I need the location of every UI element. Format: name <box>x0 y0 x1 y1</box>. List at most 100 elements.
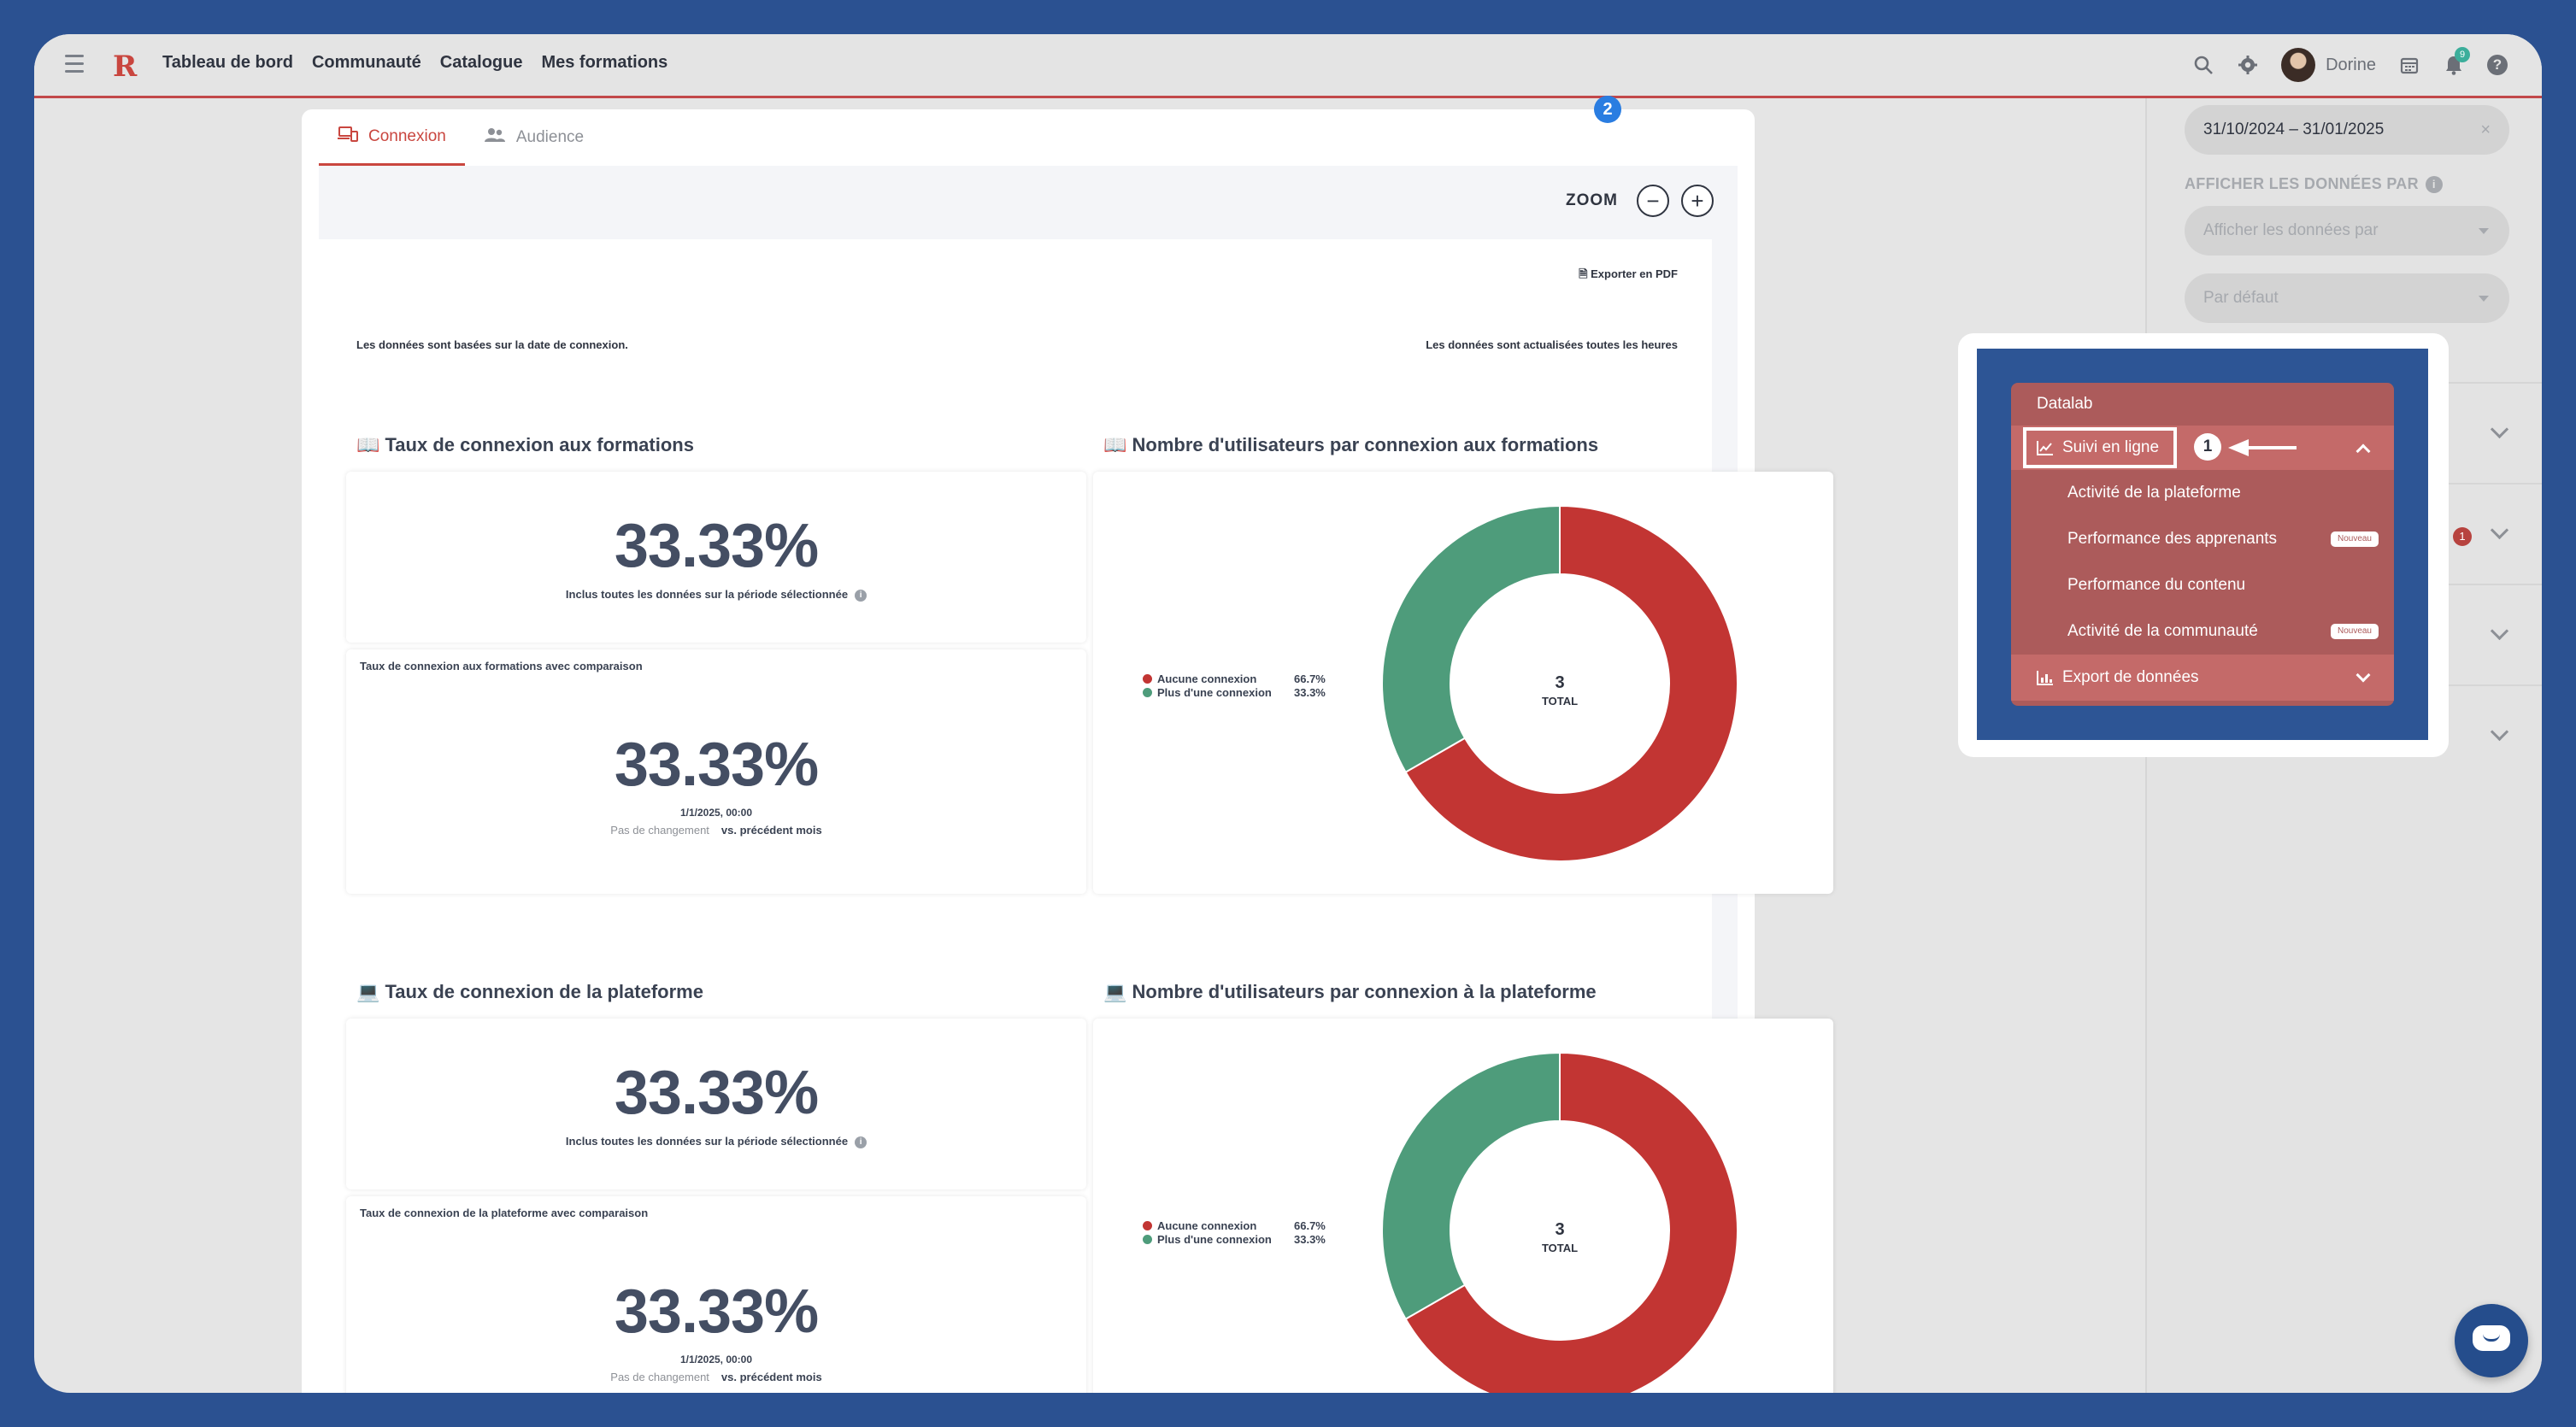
chevron-down-icon[interactable] <box>2355 667 2371 683</box>
caret-down-icon <box>2479 296 2489 302</box>
chart-legend: Aucune connexion 66.7% Plus d'une connexi… <box>1143 1219 1326 1246</box>
legend-value: 33.3% <box>1294 1232 1326 1246</box>
comparison-value: 33.33% <box>614 1277 819 1346</box>
app-window: R Tableau de bord Communauté Catalogue M… <box>34 34 2542 1393</box>
info-icon[interactable]: i <box>2425 176 2443 193</box>
date-range-field[interactable]: 31/10/2024 – 31/01/2025 × <box>2185 105 2509 155</box>
nav-link-dashboard[interactable]: Tableau de bord <box>162 53 293 72</box>
avatar[interactable] <box>2281 48 2316 82</box>
menu-item-label: Activité de la plateforme <box>2067 484 2241 502</box>
kpi-caption-text: Inclus toutes les données sur la période… <box>565 1135 849 1148</box>
datalab-callout-frame: Datalab Suivi en ligne 1 Activité de la … <box>1977 349 2428 740</box>
legend-swatch <box>1143 673 1152 684</box>
bar-chart-icon <box>2037 671 2053 685</box>
legend-swatch <box>1143 687 1152 697</box>
report-tabs: Connexion Audience <box>319 109 1738 166</box>
caret-down-icon <box>2479 228 2489 234</box>
line-chart-icon <box>2037 441 2053 455</box>
comparison-date: 1/1/2025, 00:00 <box>679 1354 753 1365</box>
info-icon[interactable]: i <box>855 1136 867 1148</box>
highlight-box <box>2023 427 2177 468</box>
chevron-down-icon[interactable] <box>2490 520 2509 540</box>
nav-link-community[interactable]: Communauté <box>311 53 421 72</box>
nav-link-catalog[interactable]: Catalogue <box>439 53 523 72</box>
arrow-left-icon <box>2228 439 2249 456</box>
donut-slice-no-connection[interactable] <box>1404 1051 1738 1393</box>
nav-actions: Dorine 9 ? <box>2192 46 2508 84</box>
tab-audience[interactable]: Audience <box>465 109 603 166</box>
calendar-icon[interactable] <box>2398 54 2420 76</box>
comparison-line: Pas de changement vs. précédent mois <box>346 1371 1086 1383</box>
legend-swatch <box>1143 1234 1152 1244</box>
clear-date-icon[interactable]: × <box>2480 120 2491 139</box>
default-select[interactable]: Par défaut <box>2185 273 2509 323</box>
chevron-down-icon[interactable] <box>2490 621 2509 641</box>
legend-label: Aucune connexion <box>1157 672 1257 685</box>
comparison-title: Taux de connexion de la plateforme avec … <box>360 1207 649 1219</box>
tab-audience-label: Audience <box>515 128 585 146</box>
online-tracking-label: Suivi en ligne <box>2037 426 2159 470</box>
menu-icon[interactable] <box>65 55 84 78</box>
chat-button[interactable] <box>2455 1304 2528 1377</box>
display-by-label: AFFICHER LES DONNÉES PAR i <box>2185 175 2443 193</box>
legend-value: 66.7% <box>1294 1219 1326 1232</box>
legend-item[interactable]: Plus d'une connexion 33.3% <box>1143 685 1326 699</box>
data-basis-note: Les données sont basées sur la date de c… <box>356 338 628 351</box>
legend-item[interactable]: Plus d'une connexion 33.3% <box>1143 1232 1326 1246</box>
donut-total-value: 3 <box>1555 673 1565 692</box>
menu-item-platform-activity[interactable]: Activité de la plateforme <box>2011 470 2394 516</box>
bell-icon[interactable]: 9 <box>2443 47 2470 76</box>
app-logo[interactable]: R <box>113 50 138 84</box>
donut-slice-multiple-connections[interactable] <box>1381 504 1561 773</box>
help-icon[interactable]: ? <box>2487 55 2508 75</box>
donut-total: 3 TOTAL <box>1517 1220 1603 1254</box>
new-badge: Nouveau <box>2330 531 2379 547</box>
tab-connexion[interactable]: Connexion <box>319 109 465 166</box>
donut-slice-multiple-connections[interactable] <box>1381 1051 1561 1320</box>
gear-icon[interactable] <box>2237 54 2259 76</box>
menu-item-content-performance[interactable]: Performance du contenu <box>2011 562 2394 608</box>
user-name[interactable]: Dorine <box>2326 55 2376 74</box>
comparison-change: Pas de changement <box>610 1371 709 1383</box>
legend-value: 33.3% <box>1294 685 1326 699</box>
search-icon[interactable] <box>2192 54 2214 76</box>
chart-legend: Aucune connexion 66.7% Plus d'une connexi… <box>1143 672 1326 699</box>
display-by-select[interactable]: Afficher les données par <box>2185 206 2509 255</box>
tab-connexion-label: Connexion <box>368 126 446 145</box>
chevron-down-icon[interactable] <box>2490 722 2509 742</box>
display-by-placeholder: Afficher les données par <box>2203 221 2379 239</box>
menu-item-community-activity[interactable]: Activité de la communauté Nouveau <box>2011 608 2394 655</box>
chevron-up-icon[interactable] <box>2355 443 2371 459</box>
zoom-out-button[interactable]: − <box>1637 185 1669 217</box>
legend-item[interactable]: Aucune connexion 66.7% <box>1143 672 1326 685</box>
datalab-menu-header[interactable]: Datalab <box>2037 395 2093 413</box>
report-canvas[interactable]: ZOOM − + 🗎 Exporter en PDF Les données s… <box>319 166 1833 1393</box>
step-1-badge: 1 <box>2194 433 2221 461</box>
report-panel: Connexion Audience ZOOM − + 🗎 Exporter e… <box>302 109 1833 1393</box>
comparison-line: Pas de changement vs. précédent mois <box>346 824 1086 837</box>
nav-link-my-trainings[interactable]: Mes formations <box>541 53 668 72</box>
comparison-card-platform-rate: Taux de connexion de la plateforme avec … <box>346 1196 1086 1393</box>
menu-section-online-tracking[interactable]: Suivi en ligne 1 <box>2011 426 2394 470</box>
display-by-label-text: AFFICHER LES DONNÉES PAR <box>2185 175 2419 192</box>
report-document: 🗎 Exporter en PDF Les données sont basée… <box>319 239 1833 1393</box>
zoom-controls: ZOOM − + <box>1566 185 1714 217</box>
menu-item-learner-performance[interactable]: Performance des apprenants Nouveau <box>2011 516 2394 562</box>
legend-value: 66.7% <box>1294 672 1326 685</box>
info-icon[interactable]: i <box>855 590 867 602</box>
kpi-caption: Inclus toutes les données sur la période… <box>346 1135 1086 1148</box>
devices-icon <box>338 126 358 148</box>
legend-label: Plus d'une connexion <box>1157 685 1272 699</box>
donut-total-label: TOTAL <box>1541 1242 1579 1254</box>
donut-slice-no-connection[interactable] <box>1404 504 1738 862</box>
users-icon <box>484 126 506 149</box>
export-pdf-button[interactable]: 🗎 Exporter en PDF <box>1579 267 1678 285</box>
chat-icon <box>2473 1325 2510 1351</box>
legend-item[interactable]: Aucune connexion 66.7% <box>1143 1219 1326 1232</box>
chevron-down-icon[interactable] <box>2490 420 2509 439</box>
zoom-in-button[interactable]: + <box>1681 185 1714 217</box>
donut-card-platform-users: Aucune connexion 66.7% Plus d'une connexi… <box>1093 1019 1833 1393</box>
donut-total: 3 TOTAL <box>1517 673 1603 708</box>
menu-section-data-export[interactable]: Export de données <box>2011 655 2394 701</box>
arrow-shaft <box>2245 446 2297 449</box>
